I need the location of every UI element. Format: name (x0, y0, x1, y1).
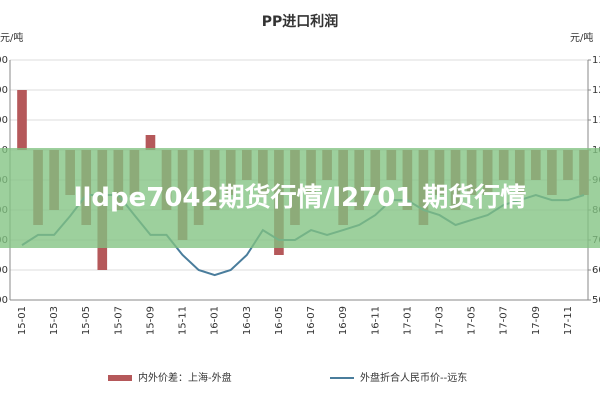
x-tick-label: 15-05 (81, 306, 92, 335)
y-tick-label: -800 (0, 265, 8, 276)
x-tick-label: 15-09 (145, 306, 156, 335)
y2-axis-label: 元/吨 (570, 31, 593, 44)
chart-title: PP进口利润 (262, 13, 339, 30)
x-tick-label: 16-09 (338, 306, 349, 335)
x-tick-label: 15-03 (49, 306, 60, 335)
x-tick-label: 15-11 (178, 306, 189, 335)
bar (145, 135, 156, 150)
banner: lldpe7042期货行情/l2701 期货行情 (0, 148, 600, 248)
x-tick-label: 16-11 (370, 306, 381, 335)
legend-swatch (108, 375, 132, 381)
x-tick-label: 17-01 (402, 306, 413, 335)
x-tick-label: 15-01 (17, 306, 28, 335)
x-tick-label: 16-03 (242, 306, 253, 335)
y-axis-label: 元/吨 (0, 31, 23, 44)
y-tick-label: -1000 (0, 295, 8, 306)
bar (17, 90, 27, 150)
y2-tick-label: 12000 (592, 85, 600, 96)
x-tick-label: 16-05 (274, 306, 285, 335)
y2-tick-label: 5000 (592, 295, 600, 306)
legend-label: 外盘折合人民币价--远东 (360, 371, 467, 384)
y-tick-label: 200 (0, 115, 8, 126)
x-tick-label: 17-11 (563, 306, 574, 335)
x-tick-label: 16-07 (306, 306, 317, 335)
y2-tick-label: 13000 (592, 55, 600, 66)
legend-label: 内外价差：上海-外盘 (138, 371, 232, 384)
x-tick-label: 16-01 (210, 306, 221, 335)
x-tick-label: 15-07 (113, 306, 124, 335)
y-tick-label: 600 (0, 55, 8, 66)
x-tick-label: 17-07 (499, 306, 510, 335)
y-tick-label: 400 (0, 85, 8, 96)
y2-tick-label: 11000 (592, 115, 600, 126)
x-tick-label: 17-05 (467, 306, 478, 335)
y2-tick-label: 6000 (592, 265, 600, 276)
x-tick-label: 17-03 (434, 306, 445, 335)
x-tick-label: 17-09 (531, 306, 542, 335)
